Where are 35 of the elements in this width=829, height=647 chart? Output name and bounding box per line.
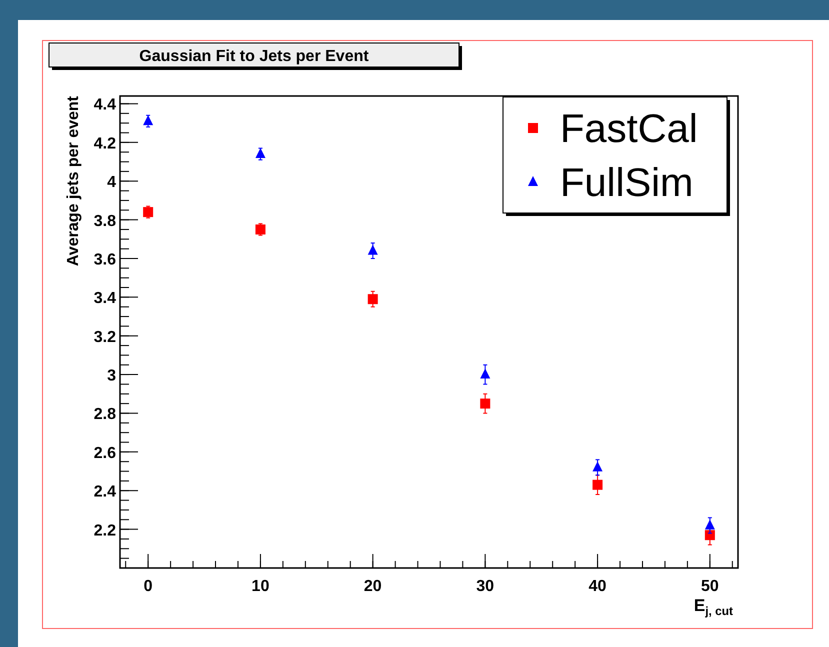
point: [480, 398, 490, 409]
y-tick-label: 2.4: [94, 484, 116, 501]
chart-title: Gaussian Fit to Jets per Event: [139, 48, 370, 65]
y-tick-label: 2.2: [94, 522, 116, 540]
point: [592, 461, 603, 472]
y-tick-label: 4.2: [94, 135, 116, 152]
x-tick-label: 50: [701, 578, 719, 595]
x-tick-label: 40: [588, 578, 607, 595]
point: [143, 207, 154, 218]
y-tick-label: 3: [107, 368, 116, 385]
point: [592, 480, 603, 490]
y-tick-label: 3.6: [94, 251, 116, 268]
legend-label: FullSim: [560, 161, 694, 205]
y-axis-title: Average jets per event: [65, 95, 82, 266]
legend-label: FastCal: [560, 107, 698, 151]
point: [255, 148, 266, 158]
x-axis-title: E$_{j, cut}$: [694, 596, 734, 618]
y-tick-label: 3.4: [94, 290, 116, 308]
y-tick-label: 3.8: [94, 212, 116, 230]
y-tick-label: 2.6: [94, 444, 116, 462]
y-tick-label: 4: [107, 174, 116, 192]
y-tick-label: 3.2: [94, 328, 116, 346]
x-tick-label: 10: [252, 578, 270, 595]
x-tick-label: 30: [476, 578, 494, 595]
y-tick-label: 2.8: [94, 406, 116, 424]
x-tick-label: 20: [364, 578, 382, 595]
point: [368, 294, 378, 304]
point: [368, 244, 378, 255]
point: [143, 115, 154, 126]
point: [255, 224, 266, 234]
point: [480, 368, 490, 379]
x-tick-label: 0: [144, 578, 153, 595]
point: [704, 519, 715, 530]
y-tick-label: 4.4: [94, 96, 116, 114]
point: [704, 530, 715, 540]
